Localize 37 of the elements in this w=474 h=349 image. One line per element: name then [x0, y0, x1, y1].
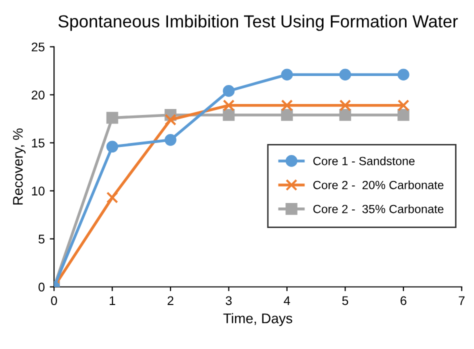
point — [398, 109, 410, 121]
point — [339, 109, 352, 121]
x-tick-label: 5 — [342, 296, 348, 306]
y-tick-label: 5 — [38, 234, 44, 244]
x-tick-label: 0 — [51, 296, 58, 306]
point — [398, 68, 410, 81]
legend-label: Core 2 - 35% Carbonate — [313, 204, 444, 214]
chart-title: Spontaneous Imbibition Test Using Formation Water — [58, 14, 458, 31]
y-tick-label: 10 — [32, 186, 45, 196]
legend-label: Core 2 - 20% Carbonate — [313, 180, 444, 190]
y-tick-label: 20 — [32, 90, 45, 100]
point — [281, 109, 293, 121]
point — [164, 114, 176, 126]
x-tick-label: 7 — [458, 296, 465, 305]
y-tick-label: 15 — [32, 138, 44, 148]
point — [222, 85, 235, 97]
point — [106, 140, 118, 153]
point — [281, 99, 293, 112]
x-tick-label: 1 — [110, 296, 116, 305]
x-tick-label: 4 — [284, 296, 290, 305]
point — [222, 109, 235, 121]
point — [222, 99, 235, 112]
point — [106, 192, 118, 204]
point — [339, 99, 352, 112]
point — [281, 68, 293, 81]
point — [339, 68, 352, 81]
point — [164, 134, 176, 146]
x-tick-label: 6 — [400, 296, 406, 306]
y-tick-label: 0 — [38, 282, 45, 292]
y-axis-title: Recovery, % — [13, 128, 26, 205]
point — [106, 112, 118, 124]
x-tick-label: 2 — [168, 296, 174, 305]
x-axis-title: Time, Days — [223, 313, 292, 326]
x-tick-label: 3 — [226, 296, 232, 306]
legend-label: Core 1 - Sandstone — [313, 156, 415, 166]
y-tick-label: 25 — [32, 42, 44, 52]
point — [398, 99, 410, 112]
